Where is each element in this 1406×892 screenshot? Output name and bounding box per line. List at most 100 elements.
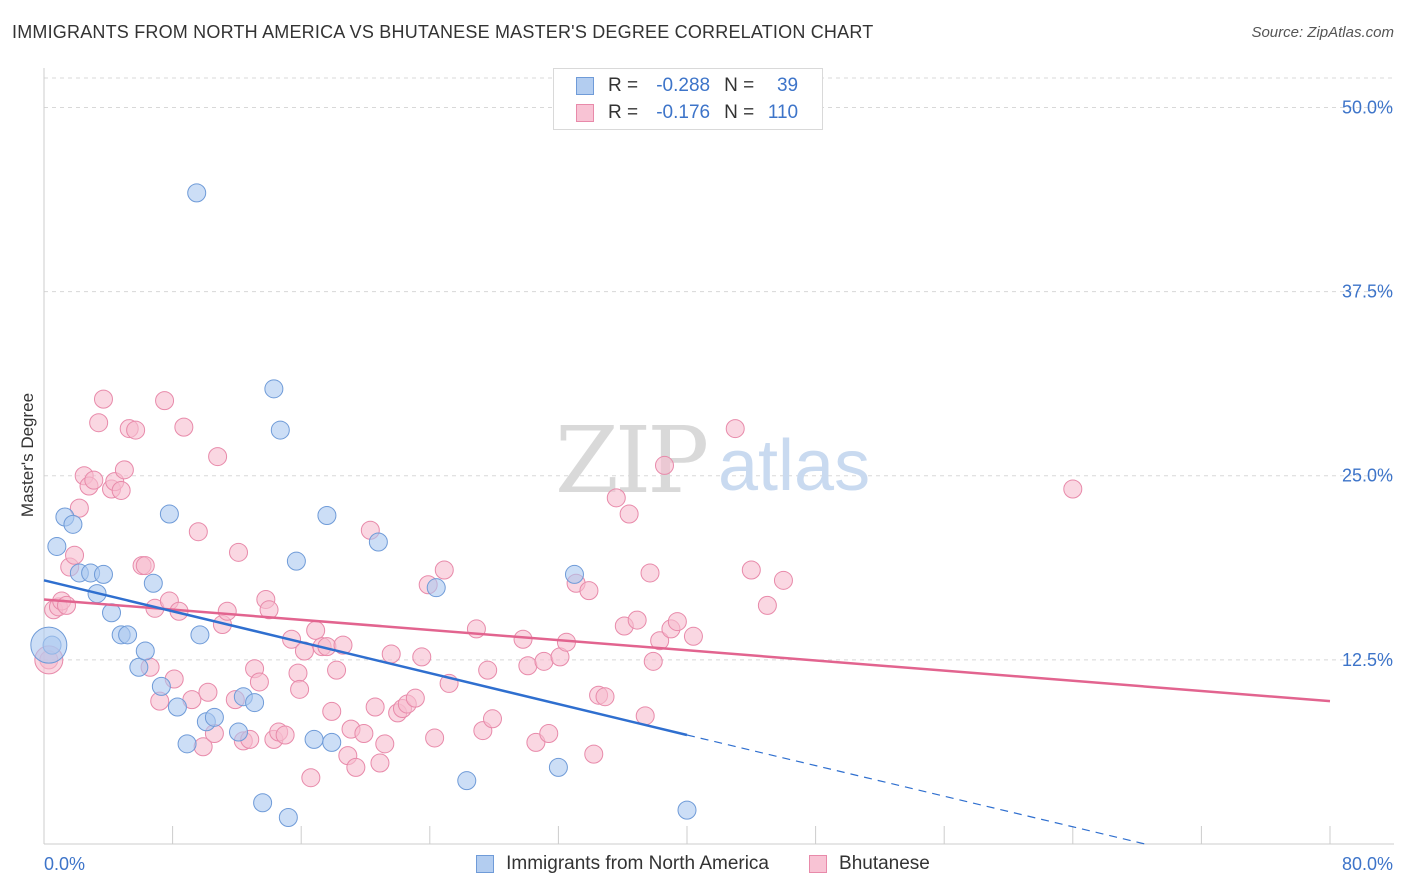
- r-value: -0.288: [656, 75, 711, 96]
- data-point-north-america: [264, 379, 284, 399]
- grid-lines: [44, 77, 1394, 661]
- data-point-north-america: [143, 573, 163, 593]
- data-point-bhutanese: [619, 504, 639, 524]
- y-tick-label: 12.5%: [1342, 650, 1393, 670]
- trend-line-north-america-extension: [686, 734, 1146, 845]
- data-point-north-america: [167, 697, 187, 717]
- watermark-atlas: atlas: [718, 426, 870, 506]
- n-label: N =: [724, 75, 755, 96]
- axes: [43, 68, 1394, 845]
- stats-legend: R = -0.288 N = 39 R = -0.176 N = 110: [553, 68, 823, 130]
- data-point-bhutanese: [405, 688, 425, 708]
- trend-line-bhutanese: [43, 598, 1331, 703]
- data-point-north-america: [93, 564, 113, 584]
- data-point-north-america: [245, 693, 265, 713]
- data-point-bhutanese: [741, 560, 761, 580]
- data-point-bhutanese: [217, 601, 237, 621]
- data-point-north-america: [229, 722, 249, 742]
- data-point-bhutanese: [354, 724, 374, 744]
- data-point-bhutanese: [640, 563, 660, 583]
- data-point-bhutanese: [57, 595, 77, 615]
- data-point-bhutanese: [135, 556, 155, 576]
- data-point-north-america: [286, 551, 306, 571]
- data-point-north-america: [564, 564, 584, 584]
- data-point-bhutanese: [114, 460, 134, 480]
- data-point-north-america: [30, 626, 68, 664]
- y-tick-label: 25.0%: [1342, 466, 1393, 486]
- data-point-bhutanese: [249, 672, 269, 692]
- data-point-bhutanese: [434, 560, 454, 580]
- data-point-bhutanese: [425, 728, 445, 748]
- source-label: Source: ZipAtlas.com: [1251, 24, 1394, 41]
- data-point-bhutanese: [773, 570, 793, 590]
- data-point-bhutanese: [683, 626, 703, 646]
- stats-row-north-america: R = -0.288 N = 39: [576, 75, 798, 97]
- trend-line-north-america: [43, 579, 688, 737]
- data-point-north-america: [304, 729, 324, 749]
- legend-item-north-america[interactable]: Immigrants from North America: [476, 853, 769, 875]
- data-point-bhutanese: [155, 391, 175, 411]
- data-point-bhutanese: [111, 480, 131, 500]
- data-point-bhutanese: [290, 679, 310, 699]
- data-point-north-america: [187, 183, 207, 203]
- legend-label-north-america: Immigrants from North America: [506, 853, 770, 874]
- data-point-bhutanese: [89, 413, 109, 433]
- legend-swatch-pink: [809, 855, 828, 873]
- data-point-bhutanese: [65, 545, 85, 565]
- data-point-bhutanese: [198, 682, 218, 702]
- data-point-bhutanese: [259, 600, 279, 620]
- r-label: R =: [608, 102, 639, 123]
- data-point-north-america: [63, 514, 83, 534]
- data-point-north-america: [270, 420, 290, 440]
- r-label: R =: [608, 75, 639, 96]
- data-point-bhutanese: [1063, 479, 1083, 499]
- data-point-bhutanese: [643, 651, 663, 671]
- data-point-bhutanese: [595, 687, 615, 707]
- data-point-bhutanese: [370, 753, 390, 773]
- n-label: N =: [724, 102, 755, 123]
- data-point-north-america: [118, 625, 138, 645]
- data-point-north-america: [159, 504, 179, 524]
- watermark-zip: ZIP: [555, 407, 706, 514]
- data-point-bhutanese: [375, 734, 395, 754]
- data-point-bhutanese: [229, 542, 249, 562]
- data-point-bhutanese: [757, 595, 777, 615]
- data-point-bhutanese: [539, 724, 559, 744]
- legend-swatch-pink: [576, 104, 594, 122]
- data-point-north-america: [677, 800, 697, 820]
- data-point-bhutanese: [478, 660, 498, 680]
- data-point-bhutanese: [322, 701, 342, 721]
- data-point-bhutanese: [288, 663, 308, 683]
- data-point-bhutanese: [482, 709, 502, 729]
- legend-swatch-blue: [576, 77, 594, 95]
- data-point-north-america: [548, 757, 568, 777]
- r-value: -0.176: [656, 102, 711, 123]
- data-point-north-america: [129, 657, 149, 677]
- data-point-north-america: [426, 578, 446, 598]
- data-point-bhutanese: [365, 697, 385, 717]
- data-point-bhutanese: [579, 581, 599, 601]
- data-point-bhutanese: [346, 757, 366, 777]
- y-tick-label: 50.0%: [1342, 97, 1393, 117]
- data-point-north-america: [151, 676, 171, 696]
- data-point-north-america: [317, 506, 337, 526]
- y-tick-label: 37.5%: [1342, 282, 1393, 302]
- legend-item-bhutanese[interactable]: Bhutanese: [809, 853, 930, 875]
- stats-row-bhutanese: R = -0.176 N = 110: [576, 102, 798, 124]
- data-point-north-america: [368, 532, 388, 552]
- series-north-america: [30, 183, 697, 827]
- trend-lines: [43, 579, 1331, 845]
- data-point-bhutanese: [725, 419, 745, 439]
- data-point-north-america: [204, 707, 224, 727]
- legend-swatch-blue: [476, 855, 495, 873]
- n-value: 39: [776, 75, 799, 96]
- data-point-bhutanese: [333, 635, 353, 655]
- data-point-bhutanese: [667, 612, 687, 632]
- x-tick-label: 80.0%: [1342, 854, 1393, 874]
- data-point-bhutanese: [654, 455, 674, 475]
- data-point-bhutanese: [126, 420, 146, 440]
- chart-title: IMMIGRANTS FROM NORTH AMERICA VS BHUTANE…: [12, 22, 874, 42]
- data-point-bhutanese: [69, 498, 89, 518]
- data-point-bhutanese: [381, 644, 401, 664]
